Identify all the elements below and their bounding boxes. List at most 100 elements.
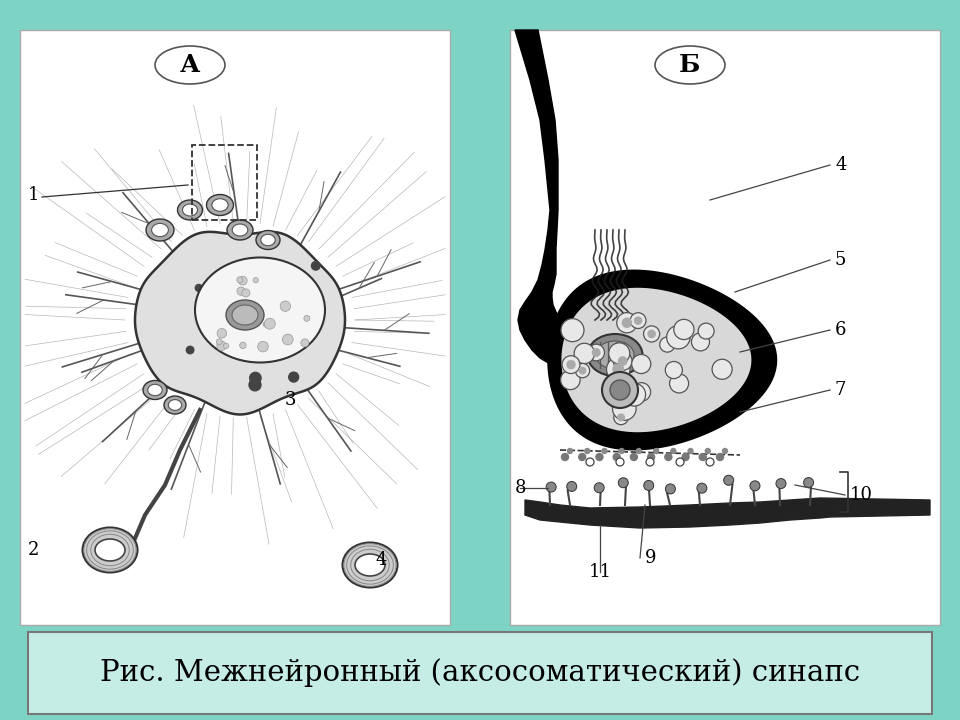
Circle shape (257, 341, 268, 352)
Circle shape (567, 449, 572, 454)
Circle shape (636, 449, 641, 454)
Circle shape (724, 475, 733, 485)
Ellipse shape (226, 300, 264, 330)
Circle shape (289, 310, 297, 318)
Text: 10: 10 (850, 486, 873, 504)
Circle shape (574, 343, 594, 364)
Circle shape (635, 317, 641, 324)
Circle shape (676, 458, 684, 466)
Circle shape (613, 410, 628, 425)
Circle shape (616, 312, 637, 333)
Circle shape (643, 326, 660, 342)
Circle shape (300, 339, 309, 347)
Circle shape (546, 482, 556, 492)
Circle shape (186, 346, 194, 354)
Circle shape (682, 454, 689, 461)
Text: 8: 8 (515, 479, 526, 497)
Ellipse shape (287, 324, 302, 336)
Circle shape (622, 318, 632, 328)
Ellipse shape (212, 199, 228, 211)
Circle shape (613, 351, 632, 370)
Circle shape (561, 370, 580, 390)
Circle shape (217, 328, 227, 338)
Circle shape (804, 477, 813, 487)
Text: 3: 3 (285, 391, 297, 409)
Polygon shape (135, 232, 345, 415)
Ellipse shape (168, 400, 181, 410)
Circle shape (660, 337, 675, 352)
Circle shape (562, 356, 580, 374)
Circle shape (216, 339, 222, 345)
Circle shape (238, 276, 247, 285)
Text: 4: 4 (835, 156, 847, 174)
Circle shape (669, 374, 688, 393)
Circle shape (619, 449, 624, 454)
Text: 2: 2 (28, 541, 39, 559)
Text: Б: Б (680, 53, 701, 77)
Circle shape (230, 329, 237, 336)
Polygon shape (515, 30, 584, 368)
Text: 7: 7 (835, 381, 847, 399)
Text: Рис. Межнейронный (аксосоматический) синапс: Рис. Межнейронный (аксосоматический) син… (100, 659, 860, 688)
Circle shape (290, 330, 301, 341)
Circle shape (716, 454, 724, 461)
Circle shape (613, 364, 624, 374)
Ellipse shape (143, 380, 167, 400)
Circle shape (250, 372, 261, 384)
Circle shape (610, 380, 630, 400)
Circle shape (579, 454, 586, 461)
Text: 6: 6 (835, 321, 847, 339)
Circle shape (750, 481, 760, 491)
Circle shape (648, 454, 655, 461)
Circle shape (665, 454, 672, 461)
Circle shape (612, 397, 636, 420)
Circle shape (286, 302, 297, 312)
Circle shape (249, 379, 261, 391)
Ellipse shape (355, 554, 385, 576)
Circle shape (646, 458, 654, 466)
Circle shape (723, 449, 728, 454)
Circle shape (195, 284, 203, 292)
Circle shape (237, 287, 245, 295)
Circle shape (592, 348, 600, 356)
Circle shape (618, 357, 627, 365)
Bar (192, 145, 257, 220)
Circle shape (311, 261, 320, 270)
Ellipse shape (588, 334, 642, 376)
Circle shape (602, 372, 638, 408)
Ellipse shape (206, 194, 233, 215)
Circle shape (674, 320, 694, 340)
Circle shape (613, 454, 620, 461)
Text: 9: 9 (645, 549, 657, 567)
Ellipse shape (164, 396, 186, 414)
Bar (510, 30, 940, 625)
Circle shape (630, 312, 646, 328)
Circle shape (688, 449, 693, 454)
Circle shape (575, 364, 589, 378)
Circle shape (596, 454, 603, 461)
Circle shape (644, 480, 654, 490)
Circle shape (699, 454, 707, 461)
Ellipse shape (155, 46, 225, 84)
Circle shape (280, 301, 291, 311)
Circle shape (665, 361, 683, 379)
Text: 5: 5 (835, 251, 847, 269)
FancyBboxPatch shape (28, 632, 932, 714)
Circle shape (264, 318, 276, 329)
Circle shape (263, 322, 269, 327)
Circle shape (240, 342, 246, 348)
Ellipse shape (596, 341, 634, 369)
Circle shape (609, 343, 630, 364)
Circle shape (579, 367, 586, 374)
Ellipse shape (298, 299, 312, 311)
Circle shape (282, 334, 293, 345)
Circle shape (265, 279, 275, 289)
Circle shape (602, 449, 607, 454)
Ellipse shape (293, 295, 317, 315)
Circle shape (671, 449, 676, 454)
Ellipse shape (146, 219, 174, 241)
Circle shape (616, 458, 624, 466)
Polygon shape (525, 498, 930, 528)
Text: 4: 4 (375, 551, 386, 569)
Circle shape (567, 361, 575, 369)
